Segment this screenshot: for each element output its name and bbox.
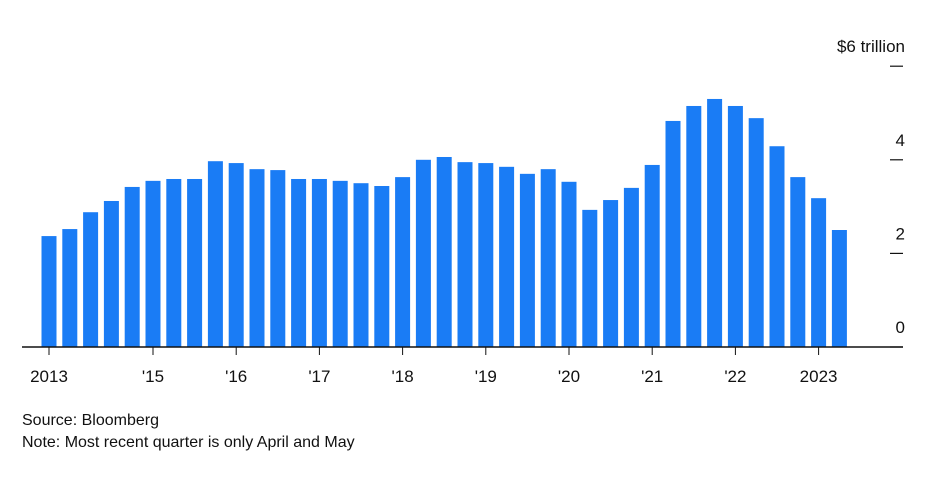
bar [582, 209, 598, 347]
y-tick-label: 2 [896, 224, 905, 243]
x-tick-label: '20 [558, 367, 580, 386]
x-tick-label: '16 [225, 367, 247, 386]
bar [415, 159, 431, 347]
bar [686, 105, 702, 347]
bar [62, 229, 78, 347]
bar [228, 163, 244, 347]
note: Note: Most recent quarter is only April … [22, 434, 355, 451]
x-tick-label: 2013 [30, 367, 68, 386]
y-tick-label: 4 [896, 131, 905, 150]
bar [603, 200, 619, 347]
bar [831, 230, 847, 347]
bar [748, 118, 764, 347]
bar [124, 186, 140, 347]
bar [166, 178, 182, 347]
bar [436, 156, 452, 347]
x-tick-label: '17 [308, 367, 330, 386]
bar [103, 200, 119, 347]
x-tick-label: '18 [392, 367, 414, 386]
x-tick-label: '21 [641, 367, 663, 386]
bar [270, 170, 286, 347]
y-tick-label: $6 trillion [837, 37, 905, 56]
bar [623, 187, 639, 347]
bar [790, 177, 806, 347]
bar [707, 98, 723, 348]
bar [374, 186, 390, 347]
bar [249, 169, 265, 347]
bar [665, 120, 681, 348]
x-tick-label: '19 [475, 367, 497, 386]
bar [207, 161, 223, 347]
bar [311, 178, 327, 347]
bar [83, 212, 99, 347]
bar [499, 166, 515, 347]
x-tick-label: '15 [142, 367, 164, 386]
bar [187, 178, 203, 347]
x-tick-label: 2023 [800, 367, 838, 386]
bar [519, 173, 535, 347]
bar [291, 178, 307, 347]
bar [561, 181, 577, 347]
bar [540, 169, 556, 347]
bar [353, 183, 369, 347]
bar [332, 180, 348, 347]
y-tick-label: 0 [896, 318, 905, 337]
bar [769, 146, 785, 347]
bar [478, 163, 494, 347]
bar [457, 162, 473, 347]
bar [395, 177, 411, 347]
bar [811, 198, 827, 347]
bar [644, 164, 660, 347]
x-tick-label: '22 [724, 367, 746, 386]
bar [727, 105, 743, 347]
bar [41, 236, 57, 347]
source: Source: Bloomberg [22, 412, 159, 429]
bar [145, 180, 161, 347]
